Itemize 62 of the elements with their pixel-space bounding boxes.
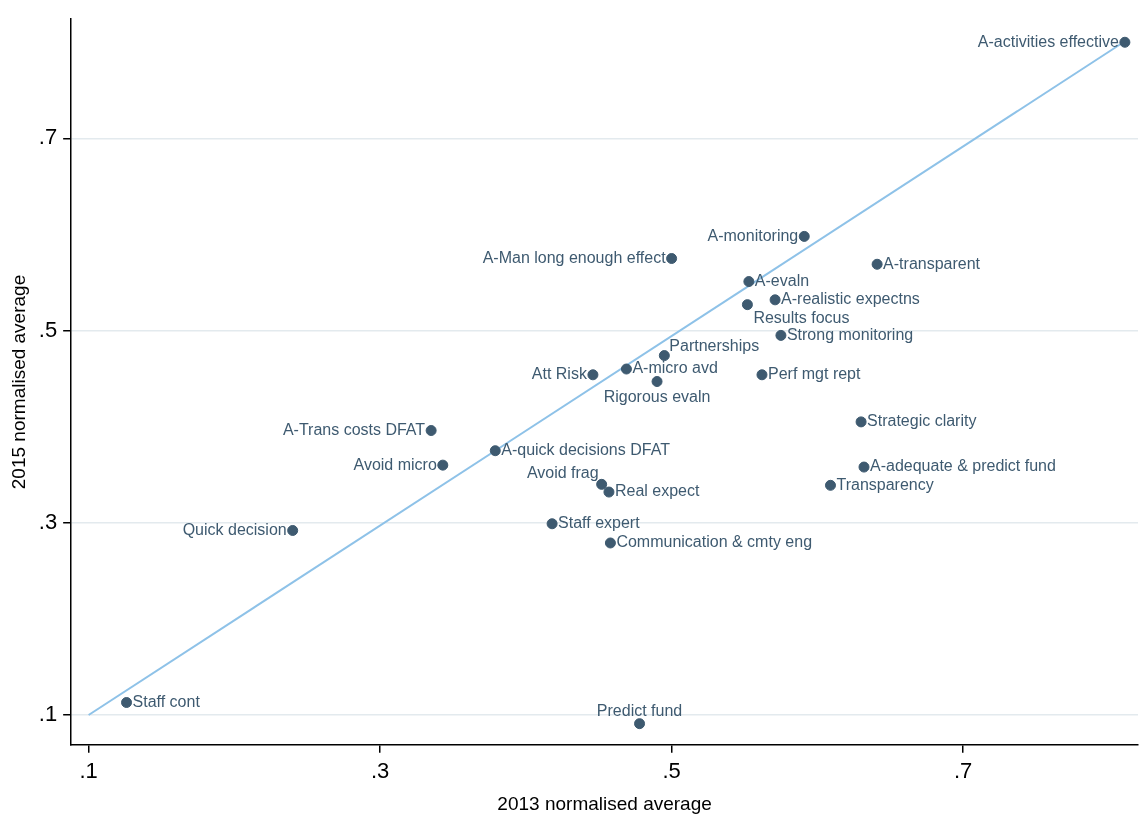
point [489, 445, 501, 457]
annotation: Avoid frag [526, 463, 599, 481]
point [658, 350, 670, 362]
point [425, 425, 437, 437]
point [824, 479, 836, 491]
point [1119, 36, 1131, 48]
y-tick-label: .3 [38, 508, 58, 534]
x-axis-title: 2013 normalised average [497, 792, 712, 814]
annotation: A-activities effective [977, 32, 1119, 50]
annotation: Strategic clarity [867, 412, 977, 430]
annotation: A-micro avd [632, 359, 718, 377]
annotation: Communication & cmty eng [616, 533, 813, 551]
point [620, 363, 632, 375]
point [587, 369, 599, 381]
annotation: Att Risk [531, 365, 588, 383]
point [798, 230, 810, 242]
y-tick-label: .7 [38, 124, 58, 150]
annotation: Staff expert [558, 514, 641, 532]
annotation: Results focus [753, 309, 850, 327]
x-tick-label: .3 [370, 758, 390, 784]
annotation: Perf mgt rept [767, 365, 862, 383]
annotation: Partnerships [669, 336, 760, 354]
point [603, 486, 615, 498]
point [604, 537, 616, 549]
annotation: A-realistic expectns [781, 290, 920, 308]
annotation: A-adequate & predict fund [870, 457, 1056, 475]
point [871, 258, 883, 270]
point [546, 518, 558, 530]
x-tick-label: .1 [79, 758, 98, 784]
annotation: Avoid micro [353, 455, 437, 473]
annotation: Rigorous evaln [603, 387, 711, 405]
y-axis-title: 2015 normalised average [7, 274, 29, 490]
point [666, 253, 678, 264]
point [775, 329, 787, 341]
annotation: Staff cont [132, 692, 201, 710]
point [756, 369, 768, 381]
point [858, 461, 870, 473]
annotation: Real expect [614, 482, 700, 500]
annotation: A-transparent [883, 254, 981, 272]
point [741, 299, 753, 311]
annotation: A-evaln [754, 271, 810, 289]
y-tick-label: .1 [38, 701, 58, 727]
annotation: Strong monitoring [786, 325, 914, 343]
point [596, 478, 608, 490]
annotation: A-quick decisions DFAT [501, 441, 671, 459]
point [769, 294, 781, 306]
point [651, 376, 663, 388]
point [121, 697, 133, 709]
annotation: A-Trans costs DFAT [282, 420, 426, 438]
annotation: A-monitoring [707, 226, 799, 244]
annotation: Predict fund [596, 702, 683, 720]
y-tick-label: .5 [38, 316, 58, 342]
x-tick-label: .5 [662, 758, 681, 784]
point [743, 276, 755, 288]
annotation: Transparency [836, 475, 934, 493]
x-tick-label: .7 [953, 758, 973, 784]
point [287, 524, 299, 536]
point [634, 718, 646, 730]
annotation: Quick decision [182, 520, 287, 538]
point [855, 416, 867, 428]
annotation: A-Man long enough effect [482, 248, 667, 266]
point [437, 459, 449, 471]
